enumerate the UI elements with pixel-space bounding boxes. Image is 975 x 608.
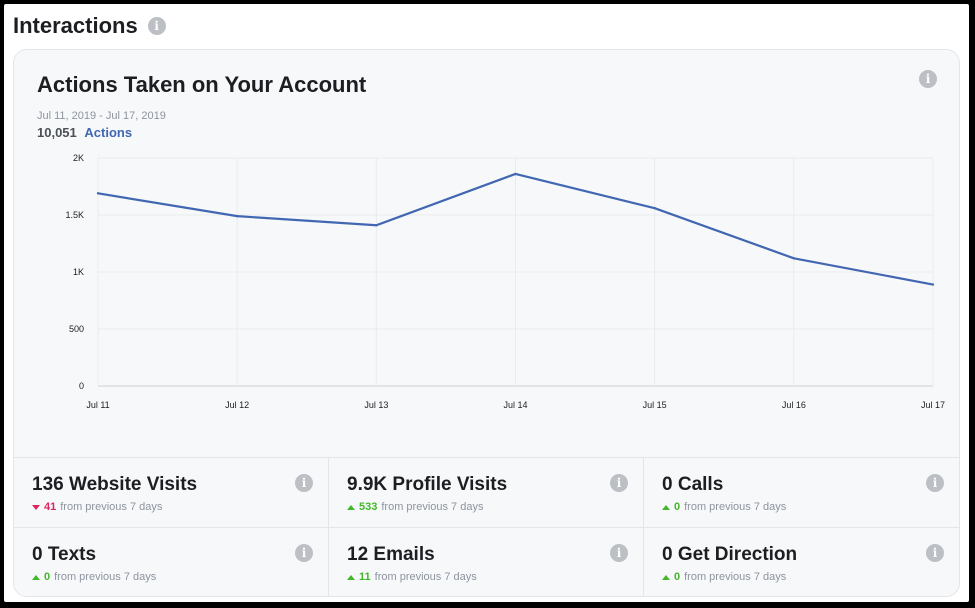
stat-change: 11 from previous 7 days	[347, 571, 477, 583]
change-value: 533	[359, 501, 378, 513]
change-suffix: from previous 7 days	[54, 571, 157, 583]
info-icon[interactable]: i	[610, 544, 628, 562]
card-title: Actions Taken on Your Account	[37, 72, 367, 97]
change-suffix: from previous 7 days	[60, 501, 163, 513]
arrow-up-icon	[662, 504, 670, 510]
change-value: 41	[44, 501, 57, 513]
line-chart: 0 500 1K 1.5K 2K Jul 11 Jul 12 Jul 13 Jul 14 Jul …	[65, 153, 945, 410]
arrow-down-icon	[32, 504, 40, 510]
interactions-panel: Interactions i Actions Taken on Your Acc…	[4, 4, 969, 602]
stats-grid: 136 Website Visits i 41 from previous 7 …	[14, 457, 959, 596]
change-value: 0	[44, 571, 51, 583]
x-tick-label: Jul 15	[643, 400, 667, 410]
actions-card: Actions Taken on Your Account i Jul 11, …	[13, 49, 960, 597]
y-tick-label: 1.5K	[65, 210, 84, 220]
change-suffix: from previous 7 days	[684, 571, 787, 583]
x-tick-label: Jul 14	[503, 400, 527, 410]
change-suffix: from previous 7 days	[684, 501, 787, 513]
stat-title: 0 Calls	[662, 474, 724, 495]
info-icon[interactable]: i	[295, 474, 313, 492]
data-point	[96, 192, 100, 195]
stat-emails: 12 Emails i 11 from previous 7 days	[329, 528, 644, 596]
y-tick-label: 2K	[73, 153, 84, 163]
data-point	[792, 257, 796, 260]
info-icon[interactable]: i	[926, 544, 944, 562]
stat-title: 9.9K Profile Visits	[347, 474, 508, 495]
stat-title: 0 Texts	[32, 544, 97, 565]
arrow-up-icon	[662, 574, 670, 580]
x-tick-label: Jul 17	[921, 400, 945, 410]
change-value: 0	[674, 571, 681, 583]
arrow-up-icon	[32, 574, 40, 580]
stat-get-direction: 0 Get Direction i 0 from previous 7 days	[644, 528, 959, 596]
info-icon[interactable]: i	[926, 474, 944, 492]
stat-title: 12 Emails	[347, 544, 435, 565]
data-point	[931, 283, 935, 286]
page-title: Interactions	[13, 13, 138, 38]
stat-title: 0 Get Direction	[662, 544, 798, 565]
total-value: 10,051	[37, 125, 77, 140]
change-value: 11	[359, 571, 371, 583]
x-tick-label: Jul 11	[86, 400, 109, 410]
arrow-up-icon	[347, 574, 355, 580]
y-tick-label: 1K	[73, 267, 84, 277]
info-icon[interactable]: i	[919, 70, 937, 88]
stat-website-visits: 136 Website Visits i 41 from previous 7 …	[14, 458, 329, 528]
stat-change: 0 from previous 7 days	[662, 571, 786, 583]
arrow-up-icon	[347, 504, 355, 510]
change-value: 0	[674, 501, 681, 513]
info-icon[interactable]: i	[295, 544, 313, 562]
info-icon[interactable]: i	[610, 474, 628, 492]
stat-title: 136 Website Visits	[32, 474, 198, 495]
change-suffix: from previous 7 days	[374, 571, 477, 583]
x-tick-label: Jul 13	[364, 400, 388, 410]
date-range: Jul 11, 2019 - Jul 17, 2019	[37, 110, 166, 122]
stat-calls: 0 Calls i 0 from previous 7 days	[644, 458, 959, 528]
stat-change: 0 from previous 7 days	[32, 571, 156, 583]
data-point	[653, 206, 656, 210]
stat-change: 41 from previous 7 days	[32, 501, 162, 513]
data-point	[514, 172, 517, 176]
change-suffix: from previous 7 days	[381, 501, 484, 513]
stat-profile-visits: 9.9K Profile Visits i 533 from previous …	[329, 458, 644, 528]
x-tick-label: Jul 16	[782, 400, 806, 410]
y-tick-label: 500	[69, 324, 84, 334]
info-icon[interactable]: i	[147, 17, 166, 35]
y-tick-label: 0	[79, 381, 84, 391]
page-header: Interactions i	[13, 13, 166, 39]
stat-texts: 0 Texts i 0 from previous 7 days	[14, 528, 329, 596]
total-actions: 10,051 Actions	[37, 125, 132, 140]
data-point	[235, 214, 239, 218]
stat-change: 533 from previous 7 days	[347, 501, 483, 513]
total-label: Actions	[84, 125, 133, 140]
data-point	[375, 224, 378, 227]
x-tick-label: Jul 12	[225, 400, 249, 410]
stat-change: 0 from previous 7 days	[662, 501, 786, 513]
